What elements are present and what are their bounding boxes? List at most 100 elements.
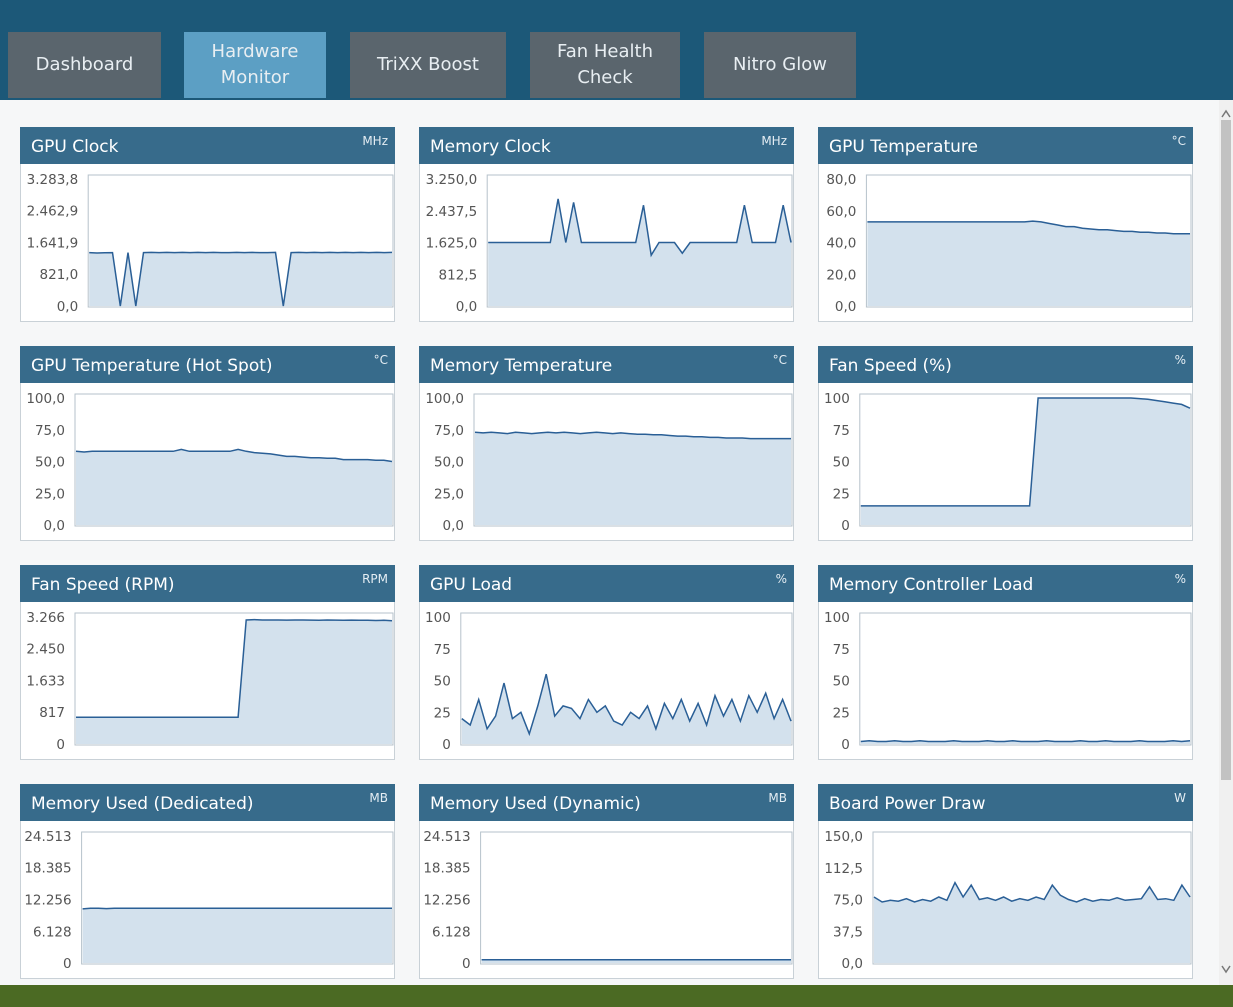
y-tick-label: 18.385 (24, 861, 71, 877)
y-tick-label: 12.256 (24, 893, 71, 909)
panel-title: Memory Used (Dedicated) (31, 794, 254, 814)
series-line (461, 673, 792, 737)
y-tick-label: 75 (434, 642, 451, 658)
y-tick-label: 2.450 (26, 642, 65, 658)
y-tick-label: 75,0 (35, 423, 65, 439)
y-tick-label: 18.385 (423, 861, 470, 877)
series-area (89, 252, 392, 306)
panel-title: Fan Speed (%) (829, 356, 952, 376)
panel-unit: MHz (362, 134, 388, 148)
y-tick-label: 75 (833, 423, 850, 439)
panel-unit: °C (773, 353, 787, 367)
y-tick-label: 3.283,8 (27, 172, 79, 188)
series-line (860, 740, 1191, 743)
panel-header (20, 784, 395, 821)
y-tick-label: 50,0 (434, 455, 464, 471)
status-strip (0, 985, 1233, 1007)
y-tick-label: 0,0 (44, 518, 65, 534)
y-tick-label: 150,0 (824, 829, 863, 845)
y-tick-label: 50,0 (35, 455, 65, 471)
series-area (82, 908, 392, 963)
panel-header (419, 784, 794, 821)
y-tick-label: 100 (824, 391, 850, 407)
series-line (76, 618, 393, 718)
series-line (82, 907, 392, 910)
panel-header (419, 565, 794, 602)
series-line (860, 397, 1191, 507)
panel-unit: °C (374, 353, 388, 367)
scrollbar-thumb[interactable] (1221, 120, 1231, 780)
y-tick-label: 80,0 (826, 172, 856, 188)
y-tick-label: 25 (434, 705, 451, 721)
panel-title: GPU Load (430, 575, 512, 595)
series-line (488, 198, 792, 258)
y-tick-label: 0,0 (443, 518, 464, 534)
scroll-up-arrow[interactable] (1221, 109, 1231, 118)
y-tick-label: 60,0 (826, 204, 856, 220)
panel-header (20, 127, 395, 164)
y-tick-label: 821,0 (40, 267, 79, 283)
panel-header (20, 346, 395, 383)
series-area (76, 449, 392, 525)
tab[interactable]: Fan Health Check (530, 32, 680, 98)
tab[interactable]: Nitro Glow (704, 32, 856, 98)
y-tick-label: 0 (56, 737, 65, 753)
series-area (860, 398, 1190, 525)
plot-area (480, 831, 793, 965)
y-tick-label: 25,0 (434, 486, 464, 502)
y-tick-label: 112,5 (824, 861, 863, 877)
panel-header (818, 784, 1193, 821)
y-tick-label: 100,0 (26, 391, 65, 407)
y-tick-label: 1.625,0 (426, 236, 478, 252)
y-tick-label: 817 (39, 705, 65, 721)
panel-unit: RPM (362, 572, 388, 586)
panel-header (818, 346, 1193, 383)
y-tick-label: 24.513 (24, 829, 71, 845)
tab[interactable]: Dashboard (8, 32, 161, 98)
y-tick-label: 40,0 (826, 236, 856, 252)
series-area (488, 198, 791, 306)
panel-title: GPU Clock (31, 137, 119, 157)
y-tick-label: 0,0 (835, 299, 856, 315)
scroll-down-arrow[interactable] (1221, 965, 1231, 974)
y-tick-label: 1.641,9 (27, 236, 79, 252)
hardware-monitor-content: GPU Clock MHz 0,0 821,0 1.641,9 2.462,9 3.283,… (0, 100, 1233, 1007)
y-tick-label: 0,0 (57, 299, 78, 315)
y-tick-label: 37,5 (833, 924, 863, 940)
series-area (874, 882, 1190, 963)
y-tick-label: 75,0 (833, 893, 863, 909)
y-tick-label: 0 (462, 956, 471, 972)
panel-header (419, 127, 794, 164)
panel-unit: % (776, 572, 787, 586)
panel-unit: % (1175, 572, 1186, 586)
panel-header (419, 346, 794, 383)
y-tick-label: 0,0 (842, 956, 863, 972)
y-tick-label: 0 (841, 518, 850, 534)
y-tick-label: 12.256 (423, 893, 470, 909)
tab[interactable]: Hardware Monitor (184, 32, 326, 98)
y-tick-label: 0,0 (456, 299, 477, 315)
tab[interactable]: TriXX Boost (350, 32, 506, 98)
series-area (867, 221, 1190, 306)
y-tick-label: 25 (833, 486, 850, 502)
y-tick-label: 100 (824, 610, 850, 626)
series-line (89, 251, 393, 307)
y-tick-label: 25,0 (35, 486, 65, 502)
y-tick-label: 25 (833, 705, 850, 721)
series-area (475, 432, 791, 525)
y-tick-label: 75 (833, 642, 850, 658)
series-area (481, 959, 791, 963)
y-tick-label: 3.266 (26, 610, 65, 626)
y-tick-label: 75,0 (434, 423, 464, 439)
y-tick-label: 24.513 (423, 829, 470, 845)
y-tick-label: 0 (442, 737, 451, 753)
series-line (75, 448, 393, 463)
panel-title: GPU Temperature (829, 137, 978, 157)
y-tick-label: 50 (434, 674, 451, 690)
y-tick-label: 50 (833, 455, 850, 471)
panel-title: Memory Controller Load (829, 575, 1033, 595)
panel-unit: W (1174, 791, 1186, 805)
plot-area (859, 612, 1192, 746)
y-tick-label: 812,5 (439, 267, 478, 283)
